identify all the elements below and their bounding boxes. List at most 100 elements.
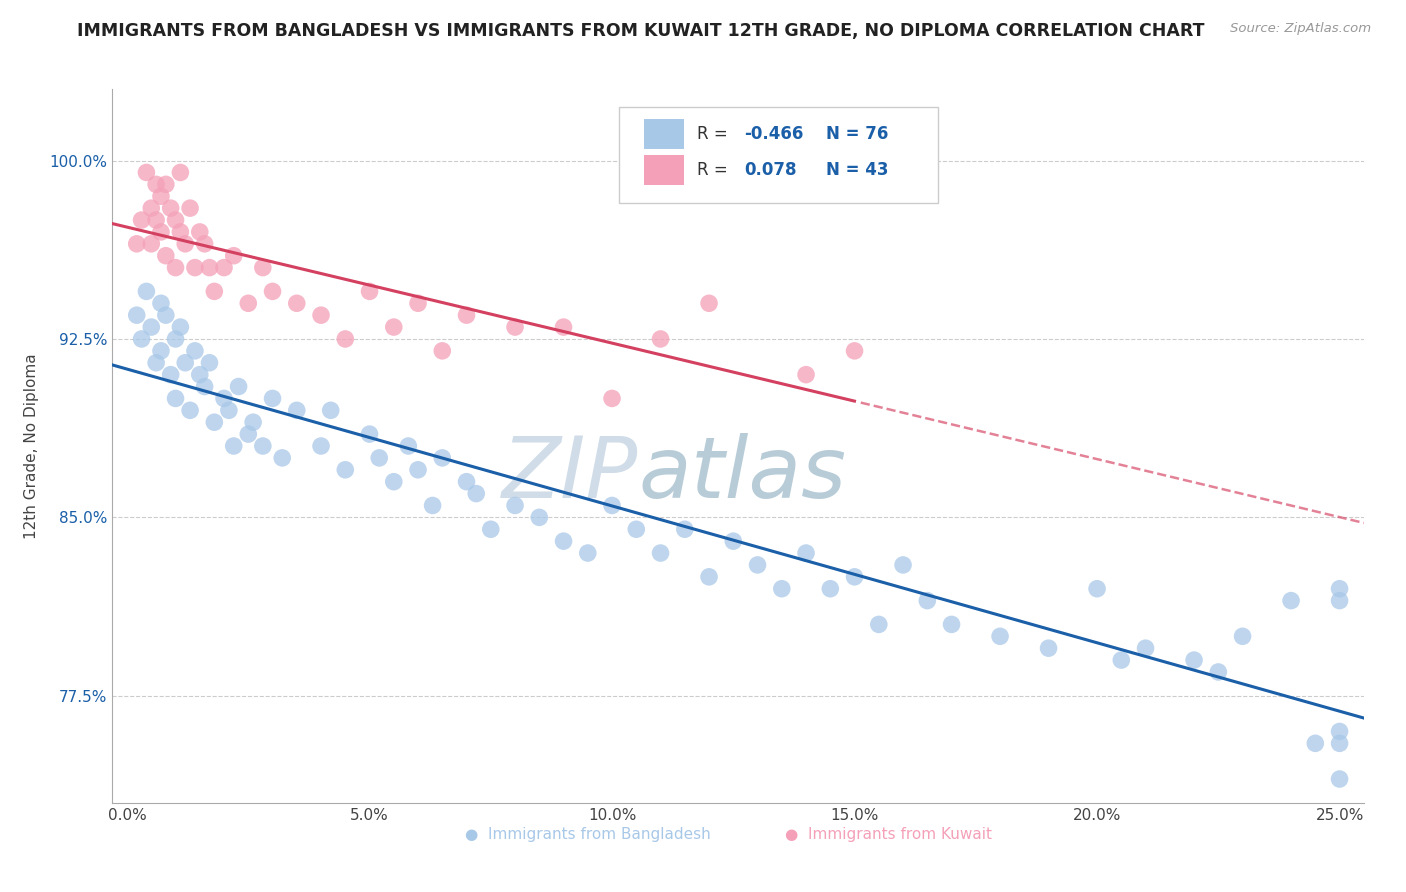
Point <box>1329 724 1351 739</box>
Point <box>382 320 405 334</box>
Point <box>673 522 696 536</box>
Point <box>406 296 429 310</box>
Point <box>141 201 163 215</box>
Point <box>368 450 391 465</box>
Point <box>600 392 623 406</box>
Bar <box>644 155 685 185</box>
Bar <box>644 120 685 149</box>
Text: Source: ZipAtlas.com: Source: ZipAtlas.com <box>1230 22 1371 36</box>
Point <box>165 392 187 406</box>
Point <box>159 368 181 382</box>
Point <box>188 225 211 239</box>
Point <box>202 415 225 429</box>
Point <box>456 475 478 489</box>
Point <box>1038 641 1060 656</box>
Point <box>125 308 148 322</box>
Point <box>1305 736 1327 750</box>
Point <box>174 356 197 370</box>
Point <box>222 439 245 453</box>
Point <box>309 439 332 453</box>
Text: IMMIGRANTS FROM BANGLADESH VS IMMIGRANTS FROM KUWAIT 12TH GRADE, NO DIPLOMA CORR: IMMIGRANTS FROM BANGLADESH VS IMMIGRANTS… <box>77 22 1205 40</box>
Point <box>145 213 167 227</box>
Point <box>141 320 163 334</box>
Point <box>396 439 419 453</box>
Point <box>228 379 250 393</box>
Text: -0.466: -0.466 <box>744 125 804 143</box>
Point <box>194 379 217 393</box>
Point <box>1135 641 1157 656</box>
Point <box>212 392 235 406</box>
Point <box>169 165 191 179</box>
Point <box>125 236 148 251</box>
Text: atlas: atlas <box>638 433 846 516</box>
Point <box>149 296 172 310</box>
Point <box>179 201 201 215</box>
Point <box>198 356 221 370</box>
Point <box>179 403 201 417</box>
Point <box>422 499 444 513</box>
Point <box>1329 772 1351 786</box>
Point <box>553 320 575 334</box>
Point <box>222 249 245 263</box>
Point <box>626 522 648 536</box>
Point <box>174 236 197 251</box>
Point <box>165 332 187 346</box>
Point <box>149 225 172 239</box>
Point <box>1182 653 1205 667</box>
Point <box>141 236 163 251</box>
Point <box>941 617 963 632</box>
Point <box>432 450 454 465</box>
Point <box>1329 582 1351 596</box>
Point <box>844 343 866 358</box>
Point <box>359 285 381 299</box>
Point <box>1232 629 1254 643</box>
Point <box>155 308 177 322</box>
Point <box>165 260 187 275</box>
Point <box>600 499 623 513</box>
Text: 0.078: 0.078 <box>744 161 797 178</box>
Point <box>131 332 153 346</box>
Text: ●  Immigrants from Bangladesh: ● Immigrants from Bangladesh <box>465 827 711 842</box>
FancyBboxPatch shape <box>619 107 938 203</box>
Y-axis label: 12th Grade, No Diploma: 12th Grade, No Diploma <box>24 353 38 539</box>
Point <box>335 463 357 477</box>
Point <box>1111 653 1133 667</box>
Point <box>1329 593 1351 607</box>
Point <box>188 368 211 382</box>
Point <box>794 368 817 382</box>
Point <box>529 510 551 524</box>
Point <box>406 463 429 477</box>
Point <box>503 320 526 334</box>
Point <box>198 260 221 275</box>
Point <box>271 450 294 465</box>
Point <box>794 546 817 560</box>
Point <box>917 593 939 607</box>
Point <box>285 296 308 310</box>
Point <box>169 225 191 239</box>
Point <box>1208 665 1230 679</box>
Point <box>262 392 284 406</box>
Point <box>820 582 842 596</box>
Point <box>650 546 672 560</box>
Point <box>650 332 672 346</box>
Point <box>202 285 225 299</box>
Point <box>149 343 172 358</box>
Text: ●  Immigrants from Kuwait: ● Immigrants from Kuwait <box>785 827 991 842</box>
Point <box>238 296 260 310</box>
Point <box>155 178 177 192</box>
Point <box>1085 582 1108 596</box>
Point <box>159 201 181 215</box>
Point <box>770 582 793 596</box>
Point <box>382 475 405 489</box>
Point <box>252 439 274 453</box>
Point <box>479 522 502 536</box>
Point <box>359 427 381 442</box>
Point <box>145 178 167 192</box>
Point <box>212 260 235 275</box>
Point <box>285 403 308 417</box>
Point <box>432 343 454 358</box>
Point <box>194 236 217 251</box>
Point <box>988 629 1011 643</box>
Point <box>155 249 177 263</box>
Point <box>553 534 575 549</box>
